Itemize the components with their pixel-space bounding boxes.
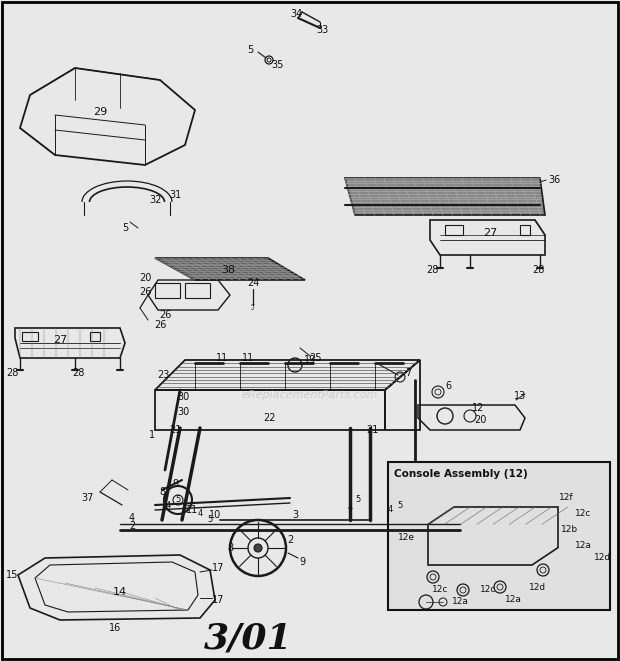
- Text: 5: 5: [355, 496, 361, 504]
- Text: 12c: 12c: [432, 586, 448, 594]
- Text: 22: 22: [264, 413, 277, 423]
- Text: 5: 5: [122, 223, 128, 233]
- Text: 17: 17: [212, 563, 224, 573]
- Text: 4: 4: [197, 508, 203, 518]
- Text: 4: 4: [129, 513, 135, 523]
- Text: 2: 2: [129, 521, 135, 531]
- Text: 14: 14: [113, 587, 127, 597]
- Text: 20: 20: [139, 273, 151, 283]
- Bar: [22, 332, 38, 341]
- Text: 12a: 12a: [451, 598, 469, 607]
- Text: 12d: 12d: [529, 582, 547, 592]
- Text: 21: 21: [366, 425, 378, 435]
- Text: 12c: 12c: [480, 586, 496, 594]
- Text: 8: 8: [159, 487, 165, 497]
- Polygon shape: [345, 178, 545, 215]
- Text: 5: 5: [397, 500, 402, 510]
- Text: 16: 16: [109, 623, 121, 633]
- Text: 30: 30: [177, 407, 189, 417]
- Text: 27: 27: [53, 335, 67, 345]
- Text: ℐ: ℐ: [251, 303, 255, 313]
- Text: 23: 23: [157, 370, 169, 380]
- Text: 3: 3: [292, 510, 298, 520]
- Text: 26: 26: [139, 287, 151, 297]
- Text: 5: 5: [247, 45, 253, 55]
- Text: 12a: 12a: [505, 596, 521, 605]
- Polygon shape: [155, 258, 305, 280]
- Text: 5: 5: [175, 496, 180, 504]
- Text: 28: 28: [426, 265, 438, 275]
- Text: 9: 9: [172, 479, 178, 489]
- Text: 11: 11: [186, 505, 198, 515]
- Bar: [155, 283, 180, 298]
- Text: Console Assembly (12): Console Assembly (12): [394, 469, 528, 479]
- Text: 37: 37: [82, 493, 94, 503]
- Text: 28: 28: [72, 368, 84, 378]
- Text: 12f: 12f: [559, 492, 574, 502]
- Text: 7: 7: [405, 368, 411, 378]
- Text: 8: 8: [227, 543, 233, 553]
- Text: 12d: 12d: [595, 553, 611, 563]
- Text: 29: 29: [93, 107, 107, 117]
- Text: 6: 6: [445, 381, 451, 391]
- Text: 13: 13: [514, 391, 526, 401]
- Text: 32: 32: [149, 195, 161, 205]
- Bar: [520, 225, 530, 235]
- Text: 10: 10: [209, 510, 221, 520]
- Text: 11: 11: [216, 353, 228, 363]
- Text: 28: 28: [6, 368, 18, 378]
- Text: 20: 20: [474, 415, 486, 425]
- Bar: [90, 332, 100, 341]
- Text: 25: 25: [309, 353, 321, 363]
- Text: 3/01: 3/01: [204, 621, 292, 655]
- Text: 21: 21: [169, 425, 181, 435]
- Text: 19: 19: [304, 355, 316, 365]
- Text: 36: 36: [548, 175, 560, 185]
- Bar: [445, 225, 463, 235]
- Text: 34: 34: [290, 9, 302, 19]
- Text: 26: 26: [154, 320, 166, 330]
- Text: 2: 2: [287, 535, 293, 545]
- Text: 33: 33: [316, 25, 328, 35]
- Text: eReplacementParts.com: eReplacementParts.com: [242, 390, 378, 400]
- Text: 35: 35: [272, 60, 284, 70]
- Text: 26: 26: [159, 310, 171, 320]
- Text: 4: 4: [166, 502, 171, 510]
- Text: 4: 4: [388, 506, 392, 514]
- Text: 38: 38: [221, 265, 235, 275]
- Text: 30: 30: [177, 392, 189, 402]
- Text: 4: 4: [347, 502, 353, 512]
- Text: 17: 17: [212, 595, 224, 605]
- Bar: [388, 462, 610, 610]
- Text: 24: 24: [247, 278, 259, 288]
- Text: 12a: 12a: [575, 541, 591, 551]
- Text: 9: 9: [299, 557, 305, 567]
- Text: 28: 28: [532, 265, 544, 275]
- Text: 5: 5: [207, 516, 213, 524]
- Text: 12e: 12e: [397, 533, 415, 541]
- Text: 1: 1: [149, 430, 155, 440]
- Bar: [185, 283, 210, 298]
- Circle shape: [254, 544, 262, 552]
- Text: 12b: 12b: [562, 525, 578, 535]
- Text: 27: 27: [483, 228, 497, 238]
- Text: 12c: 12c: [575, 510, 591, 518]
- Text: 15: 15: [6, 570, 18, 580]
- Text: 12: 12: [472, 403, 484, 413]
- Text: 31: 31: [169, 190, 181, 200]
- Text: 11: 11: [242, 353, 254, 363]
